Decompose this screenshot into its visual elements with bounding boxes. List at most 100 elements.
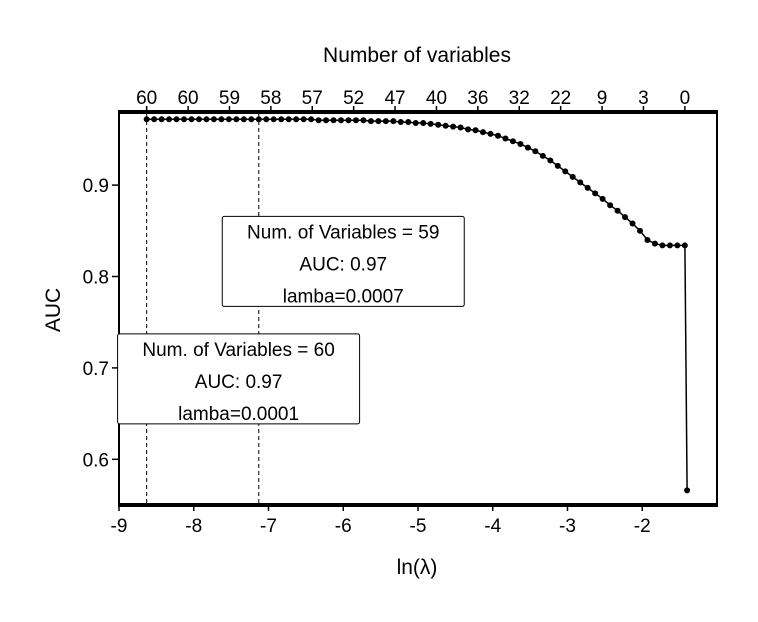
plot-area <box>119 112 717 505</box>
auc-point <box>360 117 367 124</box>
top-tick-label: 3 <box>638 88 649 109</box>
auc-point <box>472 127 479 134</box>
auc-point <box>651 240 658 247</box>
auc-point <box>569 173 576 180</box>
auc-point <box>308 116 315 123</box>
y-tick-label: 0.7 <box>83 359 109 380</box>
auc-point <box>435 121 442 128</box>
auc-point <box>674 242 681 249</box>
auc-point <box>517 140 524 147</box>
x-tick-label: -9 <box>111 516 128 537</box>
auc-point <box>532 148 539 155</box>
auc-point <box>442 122 449 129</box>
auc-point <box>397 119 404 126</box>
x-axis-label: ln(λ) <box>397 556 438 579</box>
x-tick-label: -8 <box>185 516 202 537</box>
top-tick-label: 58 <box>260 88 281 109</box>
auc-point <box>166 116 173 123</box>
auc-point <box>622 214 629 221</box>
annotation-box: Num. of Variables = 59 AUC: 0.97 lamba=0.0… <box>221 215 465 307</box>
auc-point <box>390 118 397 125</box>
auc-point <box>233 116 240 123</box>
auc-point <box>203 116 210 123</box>
auc-point <box>494 132 501 139</box>
auc-point <box>539 152 546 159</box>
x-tick-label: -2 <box>634 516 651 537</box>
auc-point <box>480 129 487 136</box>
annotation-box: Num. of Variables = 60 AUC: 0.97 lamba=0.0… <box>117 333 361 425</box>
auc-point <box>614 207 621 214</box>
auc-point <box>427 120 434 127</box>
auc-point <box>263 116 270 123</box>
auc-point <box>375 118 382 125</box>
auc-point <box>412 119 419 126</box>
auc-point <box>684 487 691 494</box>
auc-point <box>270 116 277 123</box>
auc-point <box>547 157 554 164</box>
top-tick-label: 22 <box>550 88 571 109</box>
auc-point <box>248 116 255 123</box>
top-tick-label: 36 <box>467 88 488 109</box>
auc-point <box>158 116 165 123</box>
auc-point <box>210 116 217 123</box>
auc-point <box>599 195 606 202</box>
top-tick-label: 0 <box>680 88 691 109</box>
x-tick-label: -7 <box>260 516 277 537</box>
y-tick-label: 0.6 <box>83 450 109 471</box>
x-ticks: -9 -8 -7 -6 -5 -4 -3 -2 <box>111 505 651 537</box>
auc-point <box>524 144 531 151</box>
auc-point <box>195 116 202 123</box>
auc-point <box>255 116 262 123</box>
auc-point <box>592 190 599 197</box>
top-tick-label: 9 <box>597 88 608 109</box>
auc-point <box>330 117 337 124</box>
auc-point <box>181 116 188 123</box>
auc-point <box>502 135 509 142</box>
auc-point <box>338 117 345 124</box>
auc-point <box>420 119 427 126</box>
y-tick-label: 0.9 <box>83 176 109 197</box>
y-ticks: 0.6 0.7 0.8 0.9 <box>83 176 119 471</box>
top-tick-label: 59 <box>219 88 240 109</box>
auc-point <box>629 220 636 227</box>
auc-point <box>554 162 561 169</box>
top-tick-label: 32 <box>509 88 530 109</box>
auc-point <box>405 119 412 126</box>
auc-point <box>188 116 195 123</box>
annotation-text: Num. of Variables = 59 <box>247 222 439 243</box>
chart-title: Number of variables <box>323 44 511 67</box>
auc-point <box>666 242 673 249</box>
x-tick-label: -4 <box>484 516 501 537</box>
auc-point <box>240 116 247 123</box>
auc-point <box>300 116 307 123</box>
auc-point <box>225 116 232 123</box>
auc-point <box>681 242 688 249</box>
x-tick-label: -6 <box>335 516 352 537</box>
auc-point <box>352 117 359 124</box>
top-tick-label: 57 <box>302 88 323 109</box>
auc-point <box>644 236 651 243</box>
auc-point <box>659 242 666 249</box>
auc-point <box>315 117 322 124</box>
auc-point <box>151 116 158 123</box>
annotation-text: AUC: 0.97 <box>195 372 283 393</box>
auc-point <box>457 124 464 131</box>
plot-frame <box>118 110 718 507</box>
auc-point <box>173 116 180 123</box>
annotation-frame <box>221 215 465 307</box>
auc-point <box>450 123 457 130</box>
auc-point <box>487 130 494 137</box>
annotation-frame <box>117 333 361 425</box>
x-tick-label: -5 <box>410 516 427 537</box>
annotation-text: lamba=0.0007 <box>283 286 404 307</box>
auc-point <box>278 116 285 123</box>
auc-point <box>218 116 225 123</box>
auc-point <box>465 126 472 133</box>
auc-point <box>345 117 352 124</box>
top-tick-label: 40 <box>426 88 447 109</box>
auc-point <box>367 118 374 125</box>
top-tick-label: 60 <box>136 88 157 109</box>
top-tick-label: 60 <box>177 88 198 109</box>
auc-point <box>293 116 300 123</box>
